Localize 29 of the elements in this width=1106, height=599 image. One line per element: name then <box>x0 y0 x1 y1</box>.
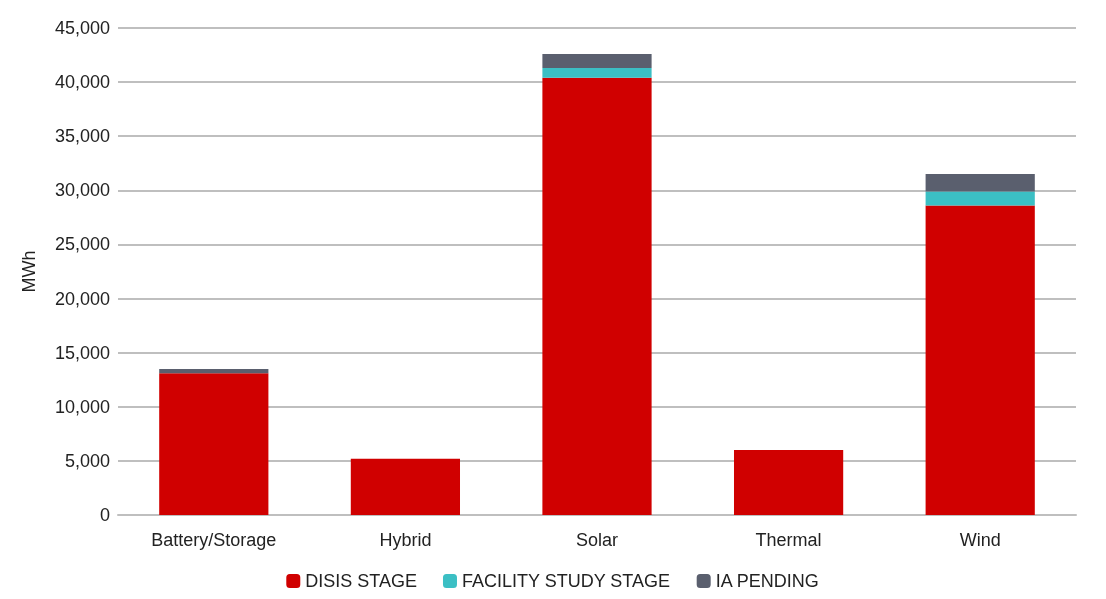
bar <box>542 68 652 78</box>
y-tick-label: 5,000 <box>64 450 110 471</box>
y-tick-label: 25,000 <box>54 234 110 255</box>
bar <box>159 368 269 374</box>
y-tick-label: 45,000 <box>54 18 110 38</box>
y-tick-label: 15,000 <box>54 342 110 363</box>
x-tick-label: Hybrid <box>379 530 432 550</box>
y-tick-label: 40,000 <box>54 72 110 93</box>
bar <box>733 450 844 515</box>
bar <box>542 77 652 515</box>
y-tick-label: 35,000 <box>54 126 110 147</box>
bar <box>350 458 461 515</box>
y-tick-label: 0 <box>99 505 110 525</box>
x-tick-label: Wind <box>959 530 1001 550</box>
x-tick-label: Battery/Storage <box>151 530 277 550</box>
x-tick-label: Thermal <box>755 530 822 550</box>
bar <box>925 174 1035 192</box>
legend-label: IA PENDING <box>715 571 819 591</box>
bar <box>159 373 269 515</box>
y-tick-label: 20,000 <box>54 288 110 309</box>
y-tick-label: 30,000 <box>54 180 110 201</box>
bar <box>925 191 1035 206</box>
x-tick-label: Solar <box>575 530 619 550</box>
legend-label: DISIS STAGE <box>305 571 417 591</box>
y-tick-label: 10,000 <box>54 396 110 417</box>
bar <box>925 205 1035 515</box>
legend-label: FACILITY STUDY STAGE <box>461 571 671 591</box>
bar <box>542 53 652 69</box>
y-axis-title: MWh <box>19 250 39 293</box>
